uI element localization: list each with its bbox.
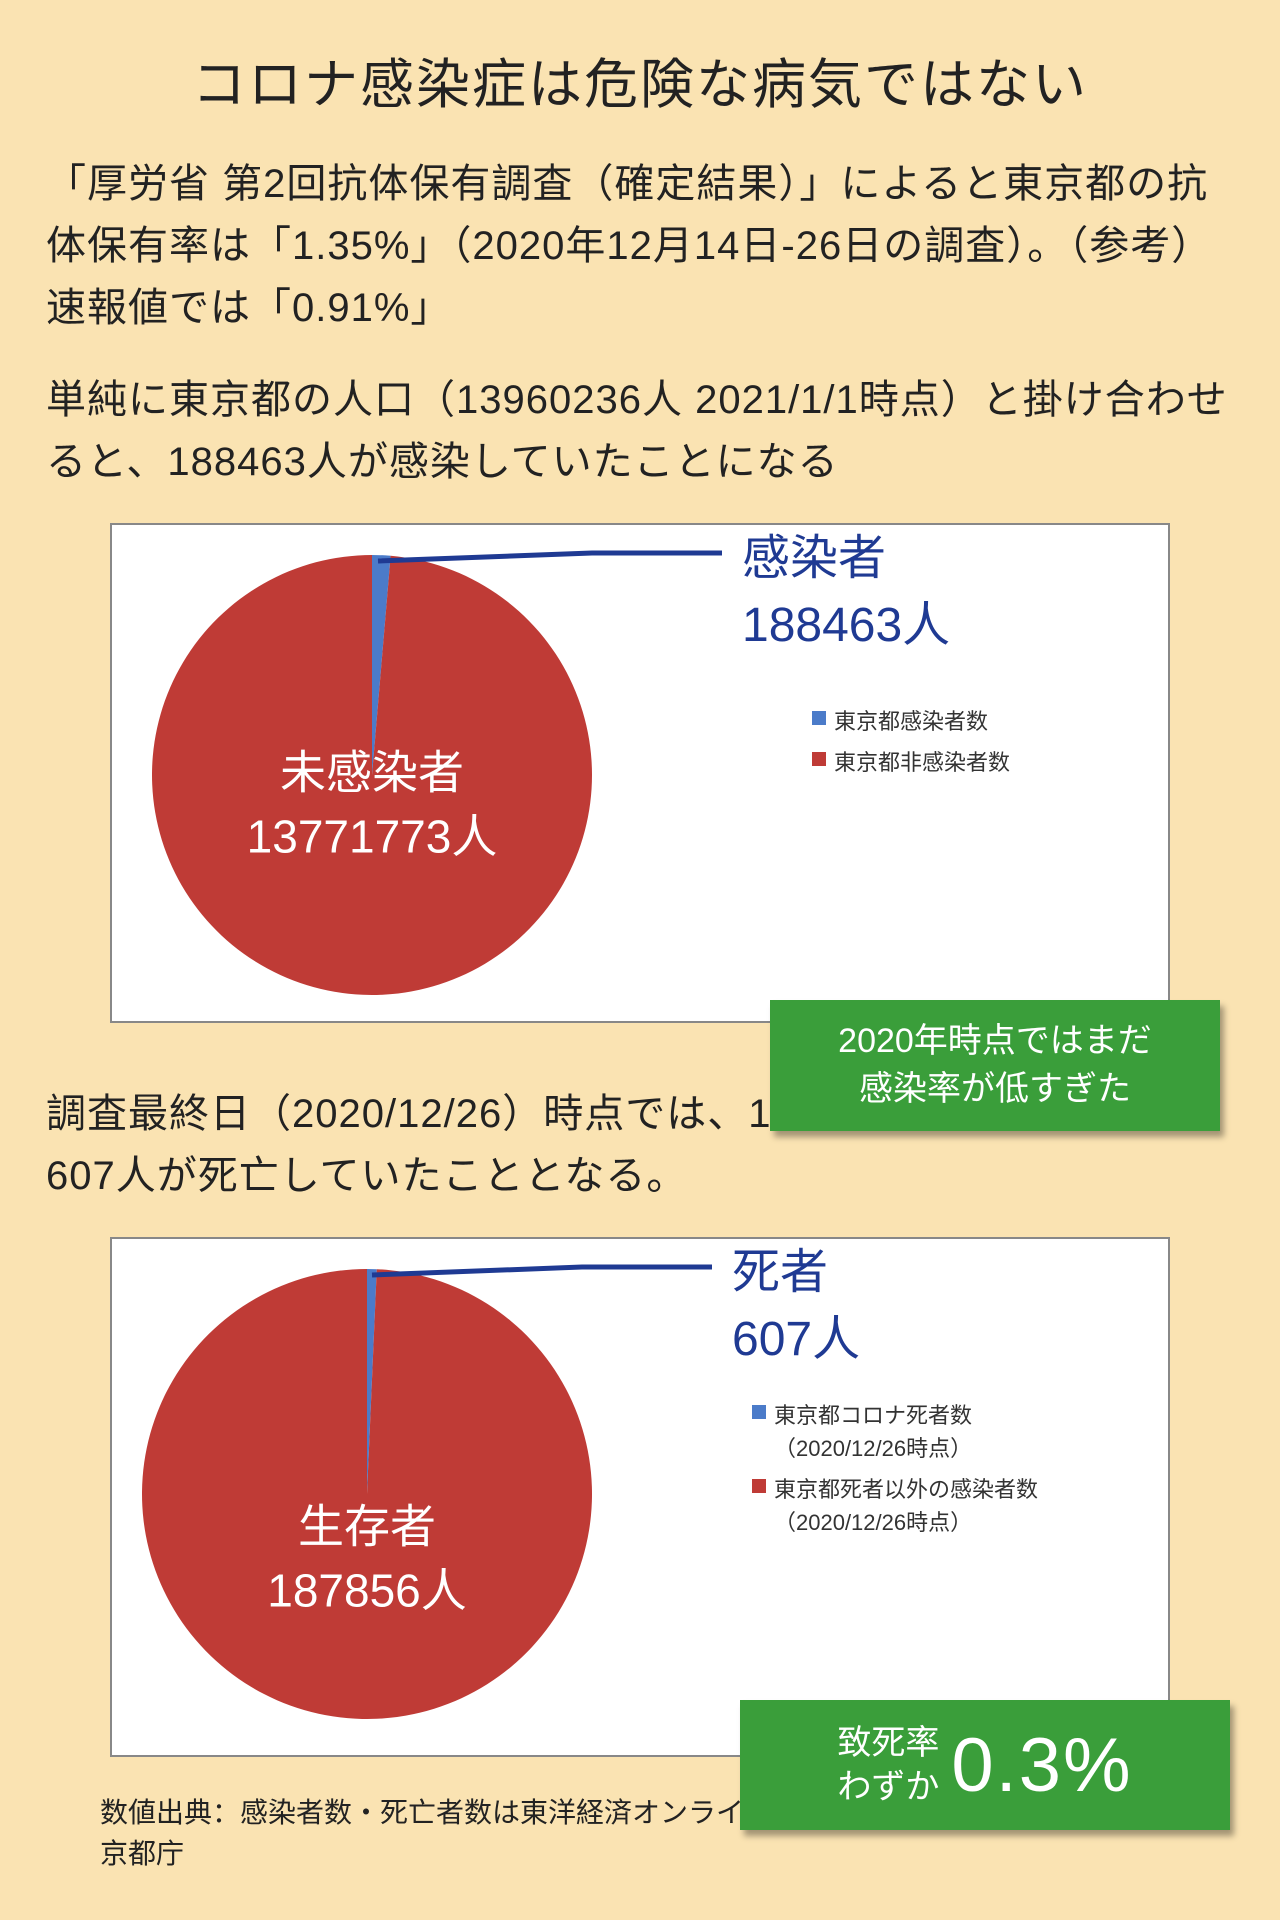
callout-1: 感染者 188463人	[742, 525, 950, 659]
badge-infection-note: 2020年時点ではまだ 感染率が低すぎた	[770, 1000, 1220, 1131]
page-title: コロナ感染症は危険な病気ではない	[0, 0, 1280, 143]
badge-fatality-rate: 致死率 わずか 0.3%	[740, 1700, 1230, 1830]
legend-item: 東京都コロナ死者数（2020/12/26時点）	[752, 1399, 1092, 1465]
legend-2: 東京都コロナ死者数（2020/12/26時点） 東京都死者以外の感染者数（2020…	[752, 1399, 1092, 1547]
legend-item: 東京都非感染者数	[812, 746, 1092, 779]
paragraph-1: 「厚労省 第2回抗体保有調査（確定結果）」によると東京都の抗体保有率は「1.35…	[0, 143, 1280, 359]
chart-infection: 未感染者 13771773人 感染者 188463人 東京都感染者数東京都非感染…	[110, 523, 1170, 1023]
chart-fatality: 生存者 187856人 死者 607人 東京都コロナ死者数（2020/12/26…	[110, 1237, 1170, 1757]
legend-1: 東京都感染者数東京都非感染者数	[812, 705, 1092, 787]
legend-item: 東京都死者以外の感染者数（2020/12/26時点）	[752, 1473, 1092, 1539]
legend-item: 東京都感染者数	[812, 705, 1092, 738]
paragraph-2: 単純に東京都の人口（13960236人 2021/1/1時点）と掛け合わせると、…	[0, 359, 1280, 513]
callout-2: 死者 607人	[732, 1239, 860, 1373]
